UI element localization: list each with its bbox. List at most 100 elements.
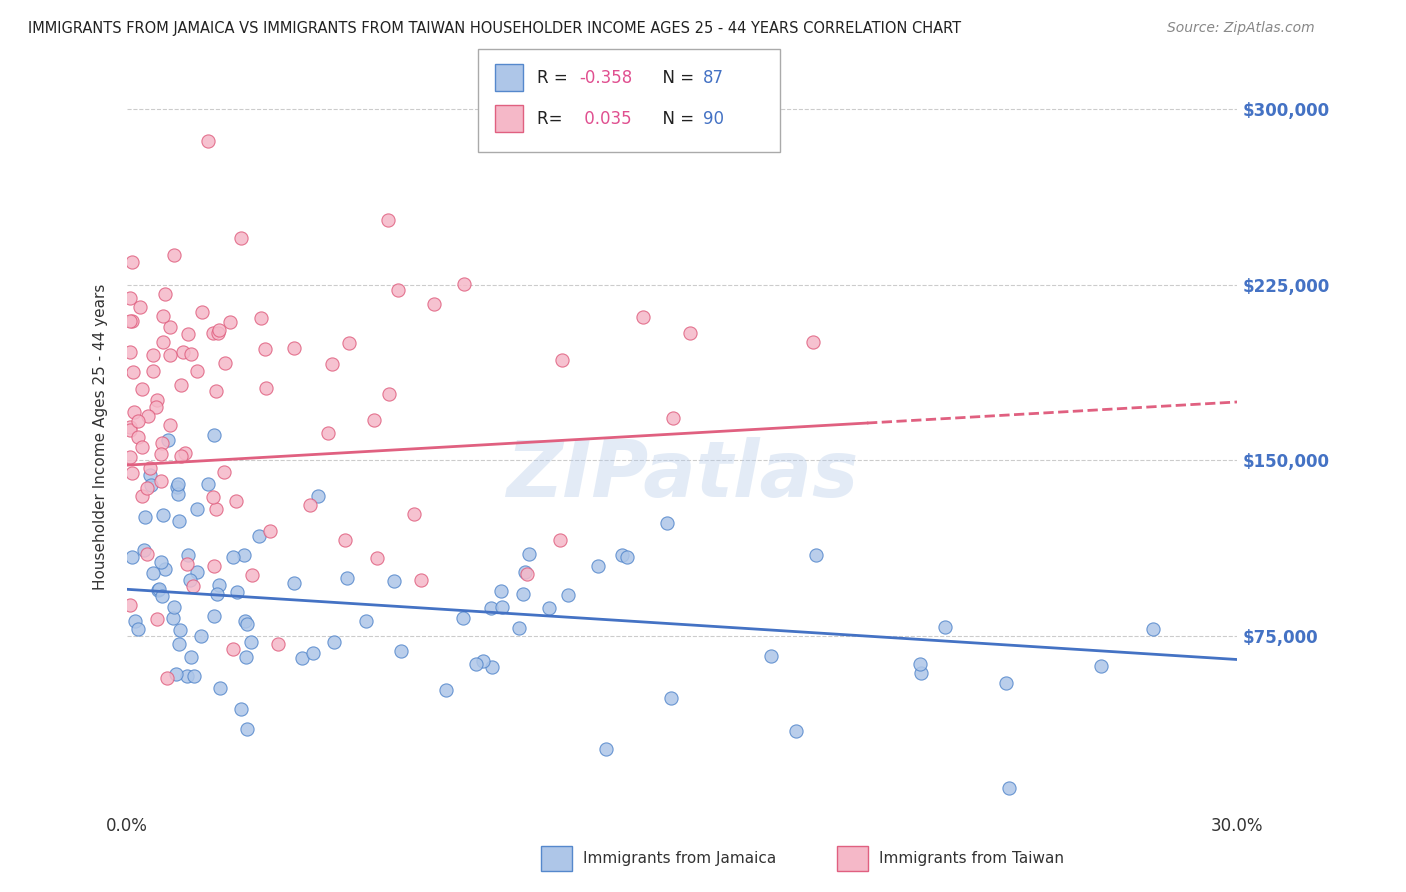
Point — [208, 681, 231, 695]
Point — [121, 550, 143, 565]
Point — [219, 315, 242, 329]
Point — [997, 781, 1019, 796]
Point — [148, 582, 170, 596]
Point — [404, 508, 426, 522]
Point — [150, 589, 173, 603]
Point — [491, 600, 513, 615]
Point — [177, 327, 200, 342]
Point — [121, 314, 143, 328]
Point — [207, 326, 229, 340]
Point — [239, 634, 262, 648]
Point — [186, 566, 208, 580]
Point — [225, 585, 247, 599]
Point — [127, 429, 149, 443]
Text: Source: ZipAtlas.com: Source: ZipAtlas.com — [1167, 21, 1315, 35]
Point — [631, 310, 654, 325]
Point — [134, 542, 156, 557]
Point — [335, 533, 357, 547]
Point — [212, 465, 235, 479]
Point — [382, 574, 405, 588]
Point — [142, 566, 165, 580]
Point — [157, 433, 180, 447]
Point — [247, 529, 270, 543]
Point — [179, 573, 201, 587]
Point — [804, 548, 827, 562]
Point — [291, 650, 314, 665]
Point — [155, 562, 177, 576]
Point — [131, 440, 153, 454]
Point — [186, 501, 208, 516]
Point — [491, 584, 513, 599]
Point — [235, 650, 257, 665]
Text: N =: N = — [652, 69, 700, 87]
Point — [127, 623, 149, 637]
Point — [139, 461, 162, 475]
Point — [150, 555, 173, 569]
Point — [451, 611, 474, 625]
Point — [170, 378, 193, 392]
Point — [139, 468, 162, 483]
Text: ZIPatlas: ZIPatlas — [506, 436, 858, 513]
Point — [120, 450, 142, 464]
Point — [152, 508, 174, 522]
Point — [662, 411, 685, 425]
Point — [512, 587, 534, 601]
Point — [298, 498, 321, 512]
Point — [233, 614, 256, 628]
Point — [163, 248, 186, 262]
Point — [283, 575, 305, 590]
Point — [205, 587, 228, 601]
Point — [142, 348, 165, 362]
Point — [191, 304, 214, 318]
Point — [152, 309, 174, 323]
Point — [190, 629, 212, 643]
Point — [409, 573, 432, 587]
Point — [267, 637, 290, 651]
Point — [301, 646, 323, 660]
Point — [131, 382, 153, 396]
Point — [1090, 659, 1112, 673]
Text: 87: 87 — [703, 69, 724, 87]
Point — [453, 277, 475, 291]
Point — [120, 423, 142, 437]
Point — [134, 510, 156, 524]
Point — [120, 344, 142, 359]
Text: 90: 90 — [703, 110, 724, 128]
Point — [214, 356, 236, 370]
Point — [387, 283, 409, 297]
Point — [934, 620, 956, 634]
Point — [167, 514, 190, 528]
Point — [322, 635, 344, 649]
Text: -0.358: -0.358 — [579, 69, 633, 87]
Point — [610, 548, 633, 562]
Point — [159, 319, 181, 334]
Point — [363, 413, 385, 427]
Point — [366, 551, 388, 566]
Point — [162, 611, 184, 625]
Point — [146, 392, 169, 407]
Point — [548, 533, 571, 548]
Point — [222, 550, 245, 565]
Point — [254, 381, 277, 395]
Point — [229, 702, 252, 716]
Text: R=: R= — [537, 110, 568, 128]
Point — [283, 341, 305, 355]
Text: 0.035: 0.035 — [579, 110, 631, 128]
Point — [202, 490, 225, 504]
Point — [434, 683, 457, 698]
Point — [176, 548, 198, 562]
Point — [127, 414, 149, 428]
Point — [139, 478, 162, 492]
Point — [150, 474, 173, 488]
Point — [170, 449, 193, 463]
Point — [516, 566, 538, 581]
Point — [204, 502, 226, 516]
Point — [202, 558, 225, 573]
Point — [307, 490, 329, 504]
Point — [176, 669, 198, 683]
Point — [165, 667, 187, 681]
Point — [202, 427, 225, 442]
Point — [146, 583, 169, 598]
Point — [121, 365, 143, 379]
Point — [208, 578, 231, 592]
